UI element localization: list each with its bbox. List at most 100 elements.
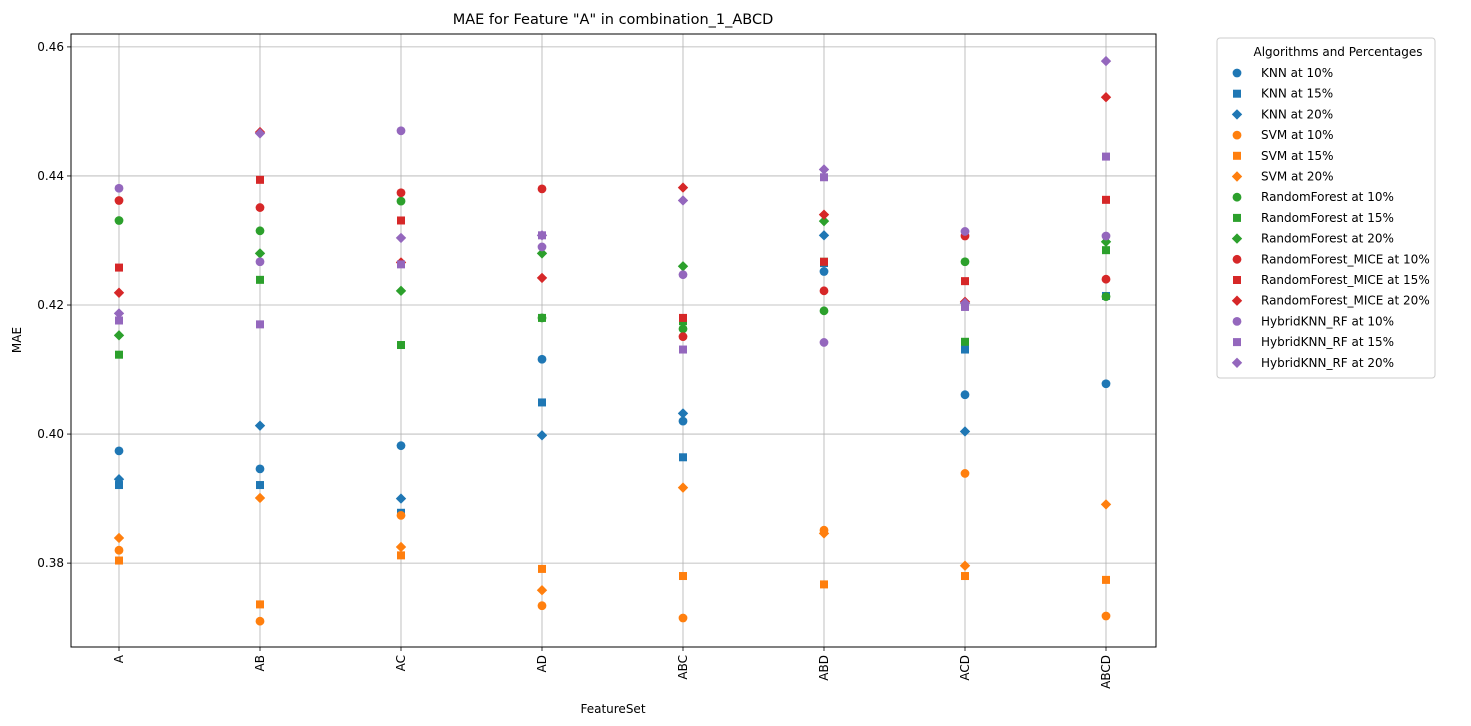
legend-marker <box>1233 89 1241 98</box>
data-point <box>254 492 266 504</box>
data-point <box>115 481 123 490</box>
data-point <box>538 313 546 322</box>
data-point <box>396 196 406 206</box>
legend-label: KNN at 20% <box>1261 107 1333 121</box>
legend-label: RandomForest_MICE at 10% <box>1261 252 1430 266</box>
y-tick-label: 0.42 <box>37 298 64 312</box>
legend-marker <box>1231 295 1243 306</box>
legend-entry: KNN at 10% <box>1232 66 1333 80</box>
data-point <box>961 345 969 354</box>
x-tick-label: ABD <box>817 655 831 681</box>
legend-entry: RandomForest_MICE at 20% <box>1231 294 1430 308</box>
legend-entry: RandomForest at 20% <box>1231 232 1394 246</box>
data-point <box>818 164 830 175</box>
legend-label: HybridKNN_RF at 20% <box>1261 356 1394 370</box>
legend-label: SVM at 20% <box>1261 170 1334 184</box>
data-point <box>1101 231 1111 241</box>
legend-marker <box>1231 109 1243 120</box>
legend-marker <box>1232 192 1242 202</box>
data-point <box>678 332 688 342</box>
legend-marker <box>1233 151 1241 160</box>
data-point <box>960 257 970 267</box>
data-point <box>1102 246 1110 255</box>
data-point <box>819 286 829 296</box>
data-point <box>960 469 970 478</box>
chart-title: MAE for Feature "A" in combination_1_ABC… <box>453 12 774 28</box>
x-tick-label: ABCD <box>1099 655 1113 689</box>
data-point <box>255 257 265 267</box>
data-point <box>818 528 830 539</box>
legend-entry: SVM at 15% <box>1233 149 1334 163</box>
data-point <box>397 551 405 560</box>
data-point <box>961 572 969 581</box>
data-point <box>820 173 828 182</box>
data-point <box>677 195 689 206</box>
x-tick-label: A <box>112 654 126 663</box>
y-tick-label: 0.46 <box>37 40 64 54</box>
data-markers <box>113 55 1112 626</box>
data-point <box>1100 55 1112 67</box>
data-point <box>536 230 548 241</box>
legend-entry: RandomForest_MICE at 10% <box>1232 252 1430 266</box>
legend-entry: SVM at 20% <box>1231 170 1334 184</box>
data-point <box>254 248 266 259</box>
data-point <box>537 354 547 364</box>
data-point <box>820 257 828 266</box>
data-point <box>114 183 124 193</box>
data-point <box>395 493 407 504</box>
data-point <box>1102 575 1110 584</box>
data-point <box>114 446 124 456</box>
data-point <box>113 330 125 341</box>
legend-label: KNN at 15% <box>1261 87 1333 101</box>
data-point <box>113 532 125 544</box>
legend-label: RandomForest_MICE at 20% <box>1261 294 1430 308</box>
x-axis-label: FeatureSet <box>580 702 645 716</box>
legend-marker <box>1232 130 1242 140</box>
y-tick-label: 0.40 <box>37 427 64 441</box>
data-point <box>677 408 689 419</box>
data-point <box>1100 499 1112 510</box>
legend-marker <box>1231 357 1243 368</box>
data-point <box>396 126 406 136</box>
data-point <box>254 128 266 139</box>
data-point <box>537 601 547 611</box>
data-point <box>114 545 124 555</box>
data-point <box>256 275 264 284</box>
legend-entry: KNN at 20% <box>1231 107 1333 121</box>
legend-entry: HybridKNN_RF at 20% <box>1231 356 1394 370</box>
legend-entry: HybridKNN_RF at 15% <box>1233 335 1394 349</box>
y-axis-label: MAE <box>10 327 24 353</box>
x-tick-label: AB <box>253 655 267 671</box>
data-point <box>819 306 829 316</box>
axes: A AB AC AD ABC ABD ACD ABCD 0.38 0.40 0.42 0.44 0.46 <box>37 40 1113 689</box>
legend-label: RandomForest at 10% <box>1261 190 1394 204</box>
data-point <box>679 453 687 462</box>
data-point <box>679 313 687 322</box>
data-point <box>818 230 830 241</box>
data-point <box>396 510 406 520</box>
legend-marker <box>1232 68 1242 78</box>
legend-marker <box>1231 171 1243 182</box>
legend-frame <box>1216 37 1436 379</box>
data-point <box>818 215 830 227</box>
data-point <box>254 420 266 431</box>
data-point <box>115 316 123 325</box>
legend-marker <box>1232 254 1242 264</box>
data-point <box>961 337 969 346</box>
data-point <box>255 616 265 626</box>
data-point <box>536 430 548 441</box>
data-point <box>256 175 264 184</box>
data-point <box>819 338 829 347</box>
y-tick-label: 0.38 <box>37 556 64 570</box>
data-point <box>819 267 829 276</box>
data-point <box>1102 152 1110 161</box>
data-point <box>538 564 546 573</box>
data-point <box>1102 195 1110 204</box>
legend-label: RandomForest at 15% <box>1261 211 1394 225</box>
data-point <box>1101 379 1111 389</box>
data-point <box>679 572 687 581</box>
data-point <box>538 398 546 407</box>
legend-marker <box>1233 276 1241 284</box>
data-point <box>395 285 407 297</box>
data-point <box>1101 611 1111 621</box>
